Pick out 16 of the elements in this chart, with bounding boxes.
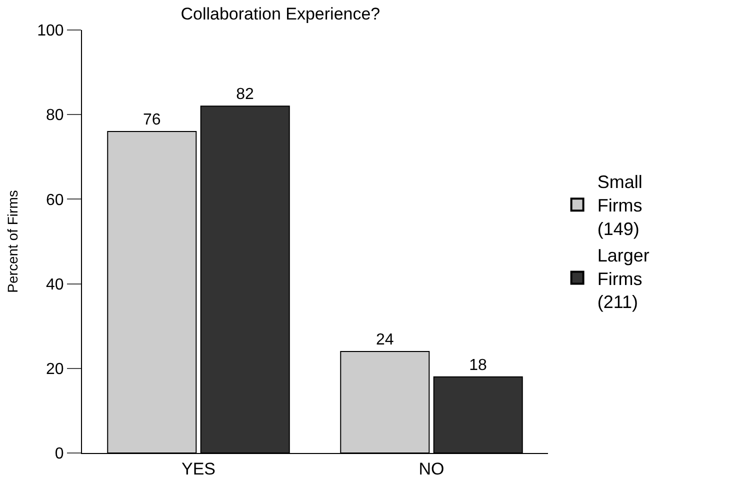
y-tick-label: 40: [46, 276, 64, 294]
legend-label: Larger Firms (211): [597, 245, 650, 312]
y-tick-label: 100: [37, 22, 64, 40]
legend-label: Small Firms (149): [597, 172, 642, 240]
y-tick-label: 60: [46, 192, 64, 209]
x-tick-label: NO: [418, 459, 444, 478]
x-tick-label: YES: [181, 459, 216, 478]
y-tick-label: 20: [46, 361, 64, 378]
data-label: 82: [236, 86, 254, 104]
y-tick-label: 0: [54, 446, 64, 463]
y-tick-label: 80: [46, 107, 64, 124]
data-label: 76: [142, 112, 161, 129]
data-label: 24: [376, 331, 394, 348]
chart-title: Collaboration Experience?: [180, 4, 380, 24]
y-axis-title: Percent of Firms: [4, 190, 21, 293]
data-label: 18: [469, 356, 488, 374]
